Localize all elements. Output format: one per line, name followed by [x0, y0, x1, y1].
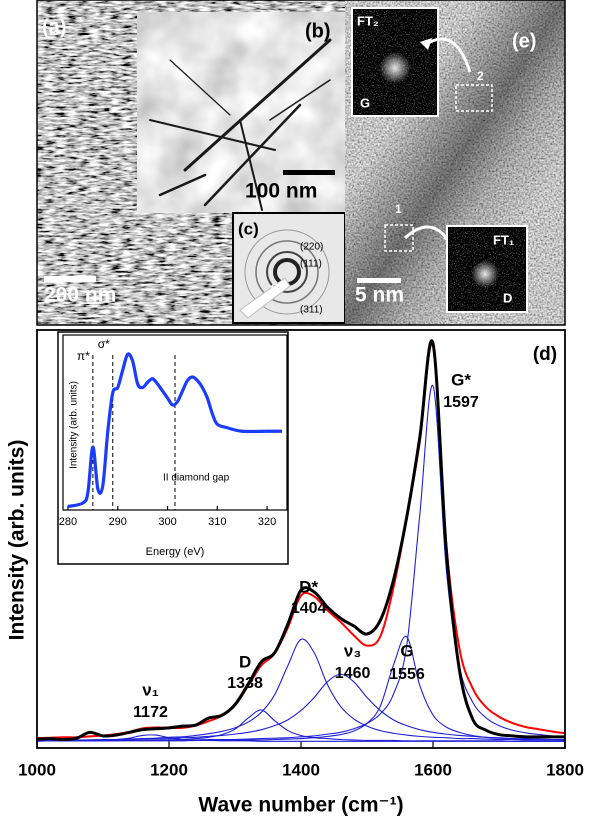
- peak-name: G*: [451, 370, 471, 389]
- annotation: π*: [77, 349, 90, 363]
- panel-label: (a): [42, 16, 66, 38]
- scale-bar: [357, 278, 401, 283]
- peak-name: ν₁: [142, 680, 159, 699]
- ft-center: [471, 260, 499, 288]
- ring-label: (311): [300, 305, 323, 316]
- peak-position: 1404: [291, 600, 327, 617]
- region-label: 1: [395, 202, 402, 216]
- x-tick-label: 1200: [150, 760, 188, 779]
- annotation: σ*: [98, 337, 110, 351]
- x-axis-label: Wave number (cm⁻¹): [198, 794, 403, 817]
- panel-label: (c): [238, 219, 259, 238]
- x-tick-label: 290: [109, 516, 127, 528]
- ft-spot-label: G: [360, 95, 370, 110]
- scale-label: 100 nm: [245, 180, 317, 203]
- ft-title: FT₁: [493, 232, 514, 247]
- x-tick-label: 320: [258, 516, 276, 528]
- x-tick-label: 300: [158, 516, 176, 528]
- x-tick-label: 1400: [282, 760, 320, 779]
- x-tick-label: 1000: [18, 760, 56, 779]
- figure: (a) 200 nm (b) 100 nm (c) (220) (111) (3…: [0, 0, 590, 822]
- ft-center: [379, 52, 411, 84]
- x-tick-label: 310: [208, 516, 226, 528]
- scale-label: 5 nm: [355, 284, 404, 307]
- peak-name: D*: [299, 577, 318, 596]
- y-axis-label: Intensity (arb. units): [6, 440, 29, 641]
- panel-label: (b): [305, 20, 331, 42]
- x-tick-label: 280: [59, 516, 77, 528]
- ring-label: (220): [300, 242, 323, 253]
- peak-position: 1338: [227, 675, 263, 692]
- x-tick-label: 1800: [546, 760, 584, 779]
- annotation: II diamond gap: [163, 473, 230, 484]
- peak-position: 1172: [133, 704, 168, 721]
- ft-spot-label: D: [503, 290, 512, 305]
- ring-label: (111): [300, 259, 322, 270]
- scale-bar: [283, 170, 335, 175]
- page: {"panels": { "a": {"label": "(a)", "scal…: [0, 0, 590, 822]
- peak-name: ν₃: [344, 641, 361, 660]
- scale-bar: [44, 276, 96, 282]
- x-tick-label: 1600: [414, 760, 452, 779]
- inset-x-label: Energy (eV): [146, 546, 205, 558]
- peak-position: 1556: [389, 666, 425, 683]
- peak-name: G: [400, 641, 413, 660]
- panel-label: (e): [512, 30, 536, 52]
- ft-title: FT₂: [357, 13, 379, 28]
- peak-position: 1597: [443, 394, 479, 411]
- inset-y-label: Intensity (arb. units): [69, 381, 80, 469]
- beam-label: G: [271, 283, 279, 294]
- peak-position: 1460: [335, 665, 371, 682]
- scale-label: 200 nm: [44, 284, 116, 307]
- region-label: 2: [477, 69, 484, 83]
- panel-label: (d): [533, 344, 557, 365]
- peak-name: D: [239, 652, 251, 671]
